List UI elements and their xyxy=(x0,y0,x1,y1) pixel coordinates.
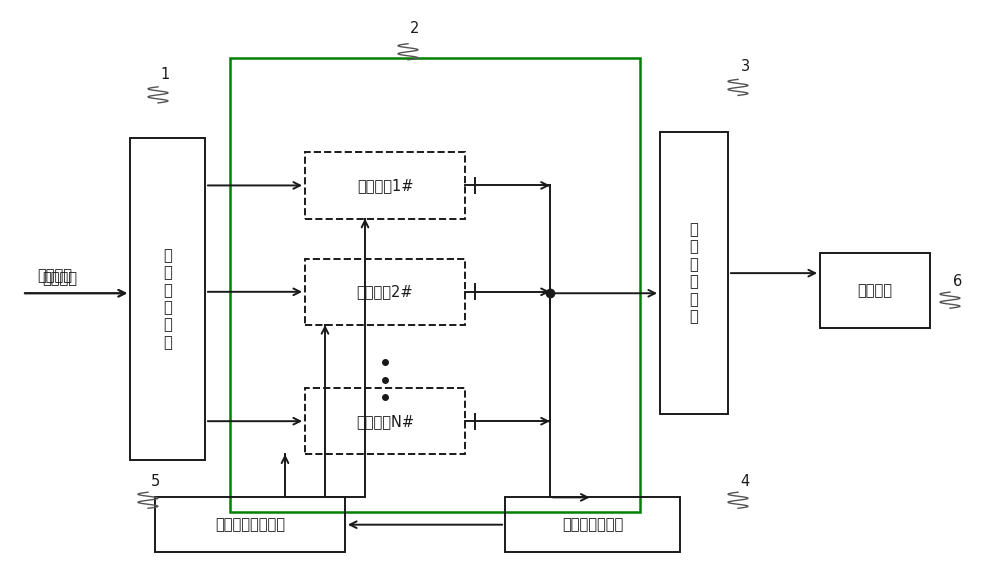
Text: 2: 2 xyxy=(410,21,420,36)
Text: 4: 4 xyxy=(740,474,750,489)
Text: 3: 3 xyxy=(740,59,750,74)
Text: 负载电流传感器: 负载电流传感器 xyxy=(562,517,623,532)
Text: 6: 6 xyxy=(953,274,963,289)
Text: 交流输入: 交流输入 xyxy=(38,269,72,283)
Text: 负载设备: 负载设备 xyxy=(858,283,893,298)
Text: 整流模块1#: 整流模块1# xyxy=(357,178,413,193)
Bar xyxy=(305,388,465,454)
Bar xyxy=(230,58,640,512)
Text: 通信电源监控单元: 通信电源监控单元 xyxy=(215,517,285,532)
Bar xyxy=(820,253,930,328)
Bar xyxy=(305,259,465,325)
Bar xyxy=(505,497,680,552)
Text: 1: 1 xyxy=(160,67,170,82)
Text: 交
流
配
电
单
元: 交 流 配 电 单 元 xyxy=(163,248,172,350)
Bar xyxy=(130,138,205,460)
Text: 直
流
配
电
单
元: 直 流 配 电 单 元 xyxy=(690,222,698,324)
Bar xyxy=(155,497,345,552)
Bar xyxy=(305,152,465,218)
Text: 交流输入: 交流输入 xyxy=(42,271,78,286)
Text: 整流模块2#: 整流模块2# xyxy=(357,284,413,300)
Text: 整流模块N#: 整流模块N# xyxy=(356,413,414,429)
Text: 5: 5 xyxy=(150,474,160,489)
Bar xyxy=(660,132,728,414)
